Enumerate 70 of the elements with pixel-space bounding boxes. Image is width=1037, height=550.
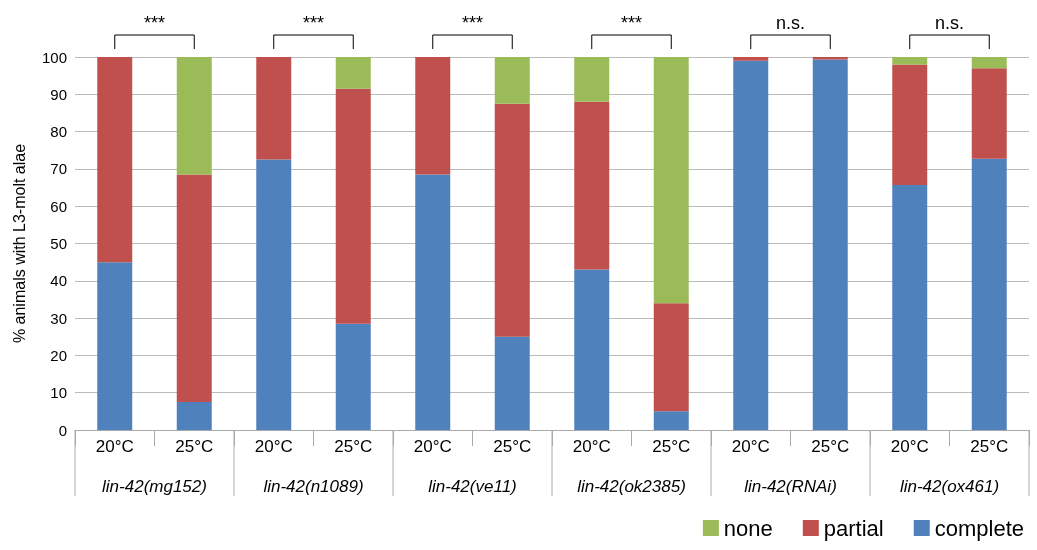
y-axis-title: % animals with L3-molt alae bbox=[10, 143, 28, 344]
bar bbox=[892, 64, 928, 185]
x-tick-label: 25°C bbox=[811, 437, 850, 456]
bar bbox=[574, 101, 610, 270]
bar bbox=[335, 88, 371, 324]
bar bbox=[892, 184, 928, 430]
bar bbox=[335, 57, 371, 89]
y-tick-label: 0 bbox=[58, 421, 67, 439]
bar bbox=[335, 323, 371, 430]
text: *** bbox=[461, 13, 484, 33]
x-tick-label: 20°C bbox=[731, 437, 770, 456]
y-tick-label: 20 bbox=[50, 346, 67, 364]
text: n.s. bbox=[775, 13, 806, 33]
bar bbox=[97, 262, 133, 430]
text: *** bbox=[620, 13, 643, 33]
bar bbox=[574, 269, 610, 430]
y-tick-label: 100 bbox=[41, 48, 67, 66]
bar bbox=[574, 57, 610, 102]
bar bbox=[733, 57, 769, 61]
text: *** bbox=[302, 13, 325, 33]
bar bbox=[812, 57, 848, 60]
bar bbox=[653, 303, 689, 412]
bar bbox=[176, 402, 212, 430]
bar bbox=[971, 158, 1007, 430]
y-tick-label: 70 bbox=[50, 160, 67, 178]
legend-label: partial bbox=[823, 515, 884, 541]
bar bbox=[415, 57, 451, 175]
bar bbox=[176, 174, 212, 403]
bar bbox=[812, 59, 848, 430]
text: lin-42(ve11) bbox=[428, 477, 517, 496]
text: *** bbox=[143, 13, 166, 33]
text: lin-42(n1089) bbox=[263, 477, 364, 496]
bar bbox=[971, 57, 1007, 69]
bar bbox=[415, 174, 451, 430]
x-tick-label: 25°C bbox=[175, 437, 214, 456]
x-tick-label: 20°C bbox=[572, 437, 611, 456]
bar bbox=[256, 57, 292, 160]
text: lin-42(mg152) bbox=[102, 477, 207, 496]
text: lin-42(ox461) bbox=[899, 477, 1000, 496]
bar bbox=[653, 411, 689, 430]
legend-label: none bbox=[723, 515, 773, 541]
text: lin-42(RNAi) bbox=[744, 477, 837, 496]
bar bbox=[494, 336, 530, 430]
bar bbox=[733, 60, 769, 430]
x-tick-label: 20°C bbox=[890, 437, 929, 456]
y-tick-label: 30 bbox=[50, 309, 67, 327]
bar bbox=[97, 57, 133, 263]
x-tick-label: 20°C bbox=[95, 437, 134, 456]
bar bbox=[494, 57, 530, 104]
legend-label: complete bbox=[934, 515, 1025, 541]
text: n.s. bbox=[934, 13, 965, 33]
y-tick-label: 50 bbox=[50, 235, 67, 252]
y-tick-label: 40 bbox=[50, 272, 67, 290]
y-tick-label: 10 bbox=[50, 384, 67, 402]
bar bbox=[653, 57, 689, 304]
bar bbox=[176, 57, 212, 175]
text: lin-42(ok2385) bbox=[577, 477, 686, 496]
y-tick-label: 90 bbox=[50, 85, 67, 103]
bar bbox=[971, 68, 1007, 159]
x-tick-label: 20°C bbox=[254, 437, 293, 456]
x-tick-label: 20°C bbox=[413, 437, 452, 456]
y-tick-label: 60 bbox=[50, 197, 67, 215]
x-tick-label: 25°C bbox=[970, 437, 1009, 456]
x-tick-label: 25°C bbox=[652, 437, 691, 456]
y-tick-label: 80 bbox=[50, 123, 67, 141]
x-tick-label: 25°C bbox=[334, 437, 373, 456]
x-tick-label: 25°C bbox=[493, 437, 532, 456]
bar bbox=[892, 57, 928, 65]
bar bbox=[256, 159, 292, 430]
bar bbox=[494, 103, 530, 337]
